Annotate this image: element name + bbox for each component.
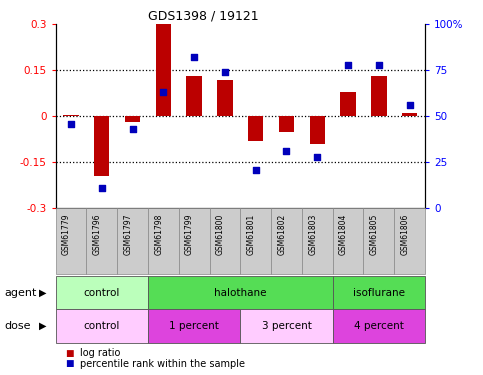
Text: control: control [84, 321, 120, 331]
Text: GSM61805: GSM61805 [370, 213, 379, 255]
Bar [217, 80, 233, 116]
Text: ▶: ▶ [39, 321, 46, 331]
Bar [248, 116, 263, 141]
Point [221, 69, 229, 75]
Bar [56, 309, 148, 343]
Text: GSM61796: GSM61796 [93, 213, 102, 255]
Point [375, 62, 383, 68]
Text: ▶: ▶ [39, 288, 46, 297]
Text: agent: agent [5, 288, 37, 297]
Bar [271, 208, 302, 274]
Text: GSM61779: GSM61779 [62, 213, 71, 255]
Text: GSM61806: GSM61806 [400, 213, 410, 255]
Bar [63, 115, 79, 116]
Text: GSM61804: GSM61804 [339, 213, 348, 255]
Text: control: control [84, 288, 120, 297]
Text: isoflurane: isoflurane [353, 288, 405, 297]
Bar [402, 113, 417, 116]
Text: GDS1398 / 19121: GDS1398 / 19121 [147, 9, 258, 22]
Bar [148, 276, 333, 309]
Point [190, 54, 198, 60]
Point [283, 148, 290, 154]
Text: GSM61800: GSM61800 [216, 213, 225, 255]
Bar [56, 208, 86, 274]
Text: GSM61802: GSM61802 [277, 213, 286, 255]
Bar [240, 208, 271, 274]
Bar [117, 208, 148, 274]
Point [406, 102, 413, 108]
Bar [56, 276, 148, 309]
Text: 1 percent: 1 percent [169, 321, 219, 331]
Bar [179, 208, 210, 274]
Text: dose: dose [5, 321, 31, 331]
Bar [279, 116, 294, 132]
Bar [156, 24, 171, 116]
Text: GSM61797: GSM61797 [124, 213, 132, 255]
Point [252, 166, 259, 172]
Bar [364, 208, 394, 274]
Bar [186, 76, 202, 116]
Bar [333, 309, 425, 343]
Point [159, 89, 167, 95]
Bar [86, 208, 117, 274]
Text: halothane: halothane [214, 288, 267, 297]
Point [344, 62, 352, 68]
Bar [394, 208, 425, 274]
Text: log ratio: log ratio [80, 348, 120, 358]
Bar [125, 116, 140, 122]
Text: GSM61798: GSM61798 [154, 213, 163, 255]
Text: 3 percent: 3 percent [261, 321, 312, 331]
Text: GSM61803: GSM61803 [308, 213, 317, 255]
Bar [333, 208, 364, 274]
Text: GSM61799: GSM61799 [185, 213, 194, 255]
Text: 4 percent: 4 percent [354, 321, 404, 331]
Bar [371, 76, 386, 116]
Bar [94, 116, 110, 176]
Point [67, 121, 75, 127]
Bar [341, 92, 356, 116]
Text: GSM61801: GSM61801 [247, 213, 256, 255]
Bar [302, 208, 333, 274]
Bar [210, 208, 240, 274]
Text: ■: ■ [65, 349, 74, 358]
Text: percentile rank within the sample: percentile rank within the sample [80, 359, 245, 369]
Text: ■: ■ [65, 359, 74, 368]
Bar [241, 309, 333, 343]
Bar [148, 208, 179, 274]
Point [128, 126, 136, 132]
Bar [310, 116, 325, 144]
Point [98, 185, 106, 191]
Bar [333, 276, 425, 309]
Point [313, 154, 321, 160]
Bar [148, 309, 241, 343]
